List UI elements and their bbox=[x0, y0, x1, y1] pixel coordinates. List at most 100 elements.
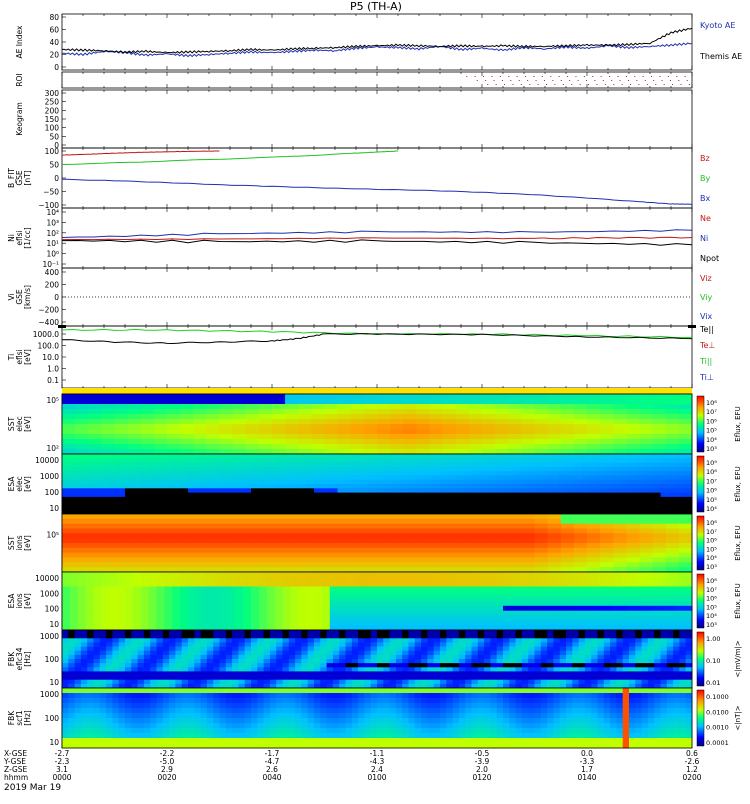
heatmap-cell bbox=[640, 548, 654, 553]
heatmap-cell bbox=[325, 514, 339, 519]
heatmap-cell bbox=[301, 634, 308, 639]
heatmap-cell bbox=[180, 524, 194, 529]
heatmap-cell bbox=[70, 493, 78, 498]
heatmap-cell bbox=[403, 519, 417, 524]
heatmap-cell bbox=[301, 676, 308, 681]
heatmap-cell bbox=[220, 642, 227, 647]
heatmap-cell bbox=[149, 471, 157, 476]
heatmap-cell bbox=[238, 651, 245, 656]
heatmap-cell bbox=[251, 497, 259, 502]
heatmap-cell bbox=[188, 454, 196, 459]
heatmap-cell bbox=[157, 471, 165, 476]
heatmap-cell bbox=[115, 543, 129, 548]
heatmap-cell bbox=[204, 601, 212, 606]
heatmap-cell bbox=[535, 582, 543, 587]
heatmap-cell bbox=[264, 655, 271, 660]
heatmap-cell bbox=[164, 497, 172, 502]
heatmap-cell bbox=[385, 596, 393, 601]
heatmap-cell bbox=[141, 419, 155, 424]
heatmap-cell bbox=[289, 667, 296, 672]
roi-dot bbox=[636, 80, 637, 81]
heatmap-cell bbox=[645, 493, 653, 498]
heatmap-cell bbox=[308, 655, 315, 660]
heatmap-cell bbox=[339, 651, 346, 656]
heatmap-cell bbox=[86, 463, 94, 468]
heatmap-cell bbox=[298, 439, 312, 444]
heatmap-cell bbox=[88, 429, 102, 434]
heatmap-cell bbox=[180, 414, 194, 419]
heatmap-cell bbox=[290, 467, 298, 472]
heatmap-cell bbox=[196, 591, 204, 596]
heatmap-cell bbox=[495, 616, 503, 621]
heatmap-cell bbox=[482, 394, 496, 399]
heatmap-cell bbox=[180, 404, 194, 409]
heatmap-cell bbox=[548, 404, 562, 409]
heatmap-cell bbox=[220, 638, 227, 643]
heatmap-cell bbox=[182, 663, 189, 668]
heatmap-cell bbox=[383, 680, 390, 685]
heatmap-cell bbox=[201, 642, 208, 647]
heatmap-cell bbox=[164, 463, 172, 468]
heatmap-cell bbox=[416, 596, 424, 601]
heatmap-cell bbox=[482, 562, 496, 567]
heatmap-cell bbox=[456, 493, 464, 498]
heatmap-cell bbox=[101, 404, 115, 409]
heatmap-cell bbox=[587, 439, 601, 444]
heatmap-cell bbox=[495, 463, 503, 468]
heatmap-cell bbox=[188, 659, 195, 664]
heatmap-cell bbox=[144, 667, 151, 672]
heatmap-cell bbox=[613, 501, 621, 506]
heatmap-cell bbox=[94, 638, 101, 643]
heatmap-cell bbox=[283, 582, 291, 587]
heatmap-cell bbox=[587, 399, 601, 404]
heatmap-cell bbox=[70, 497, 78, 502]
heatmap-cell bbox=[298, 458, 306, 463]
heatmap-cell bbox=[308, 630, 315, 635]
y-tick-label: −50 bbox=[43, 188, 59, 197]
heatmap-cell bbox=[78, 467, 86, 472]
heatmap-cell bbox=[298, 399, 312, 404]
heatmap-cell bbox=[78, 611, 86, 616]
heatmap-cell bbox=[245, 638, 252, 643]
heatmap-cell bbox=[157, 651, 164, 656]
heatmap-cell bbox=[128, 424, 142, 429]
heatmap-cell bbox=[235, 591, 243, 596]
heatmap-cell bbox=[527, 616, 535, 621]
heatmap-cell bbox=[587, 404, 601, 409]
heatmap-cell bbox=[308, 647, 315, 652]
heatmap-cell bbox=[62, 582, 70, 587]
heatmap-cell bbox=[661, 497, 669, 502]
heatmap-cell bbox=[245, 680, 252, 685]
heatmap-cell bbox=[128, 558, 142, 563]
heatmap-cell bbox=[469, 409, 483, 414]
heatmap-cell bbox=[550, 467, 558, 472]
heatmap-cell bbox=[259, 424, 273, 429]
heatmap-cell bbox=[298, 543, 312, 548]
heatmap-cell bbox=[290, 582, 298, 587]
heatmap-cell bbox=[327, 647, 334, 652]
heatmap-cell bbox=[679, 444, 693, 449]
heatmap-cell bbox=[101, 467, 109, 472]
heatmap-cell bbox=[590, 484, 598, 489]
heatmap-cell bbox=[213, 655, 220, 660]
heatmap-cell bbox=[353, 582, 361, 587]
heatmap-cell bbox=[361, 620, 369, 625]
heatmap-cell bbox=[172, 582, 180, 587]
heatmap-cell bbox=[600, 394, 614, 399]
heatmap-cell bbox=[653, 533, 667, 538]
heatmap-cell bbox=[495, 548, 509, 553]
heatmap-cell bbox=[443, 543, 457, 548]
heatmap-cell bbox=[157, 572, 165, 577]
heatmap-cell bbox=[676, 501, 684, 506]
heatmap-cell bbox=[115, 524, 129, 529]
heatmap-cell bbox=[385, 471, 393, 476]
heatmap-cell bbox=[684, 601, 692, 606]
heatmap-cell bbox=[401, 471, 409, 476]
roi-dot bbox=[563, 84, 564, 85]
heatmap-cell bbox=[131, 667, 138, 672]
heatmap-cell bbox=[327, 630, 334, 635]
heatmap-cell bbox=[456, 458, 464, 463]
legend-label: Ni bbox=[700, 234, 708, 243]
heatmap-cell bbox=[353, 591, 361, 596]
heatmap-cell bbox=[306, 454, 314, 459]
